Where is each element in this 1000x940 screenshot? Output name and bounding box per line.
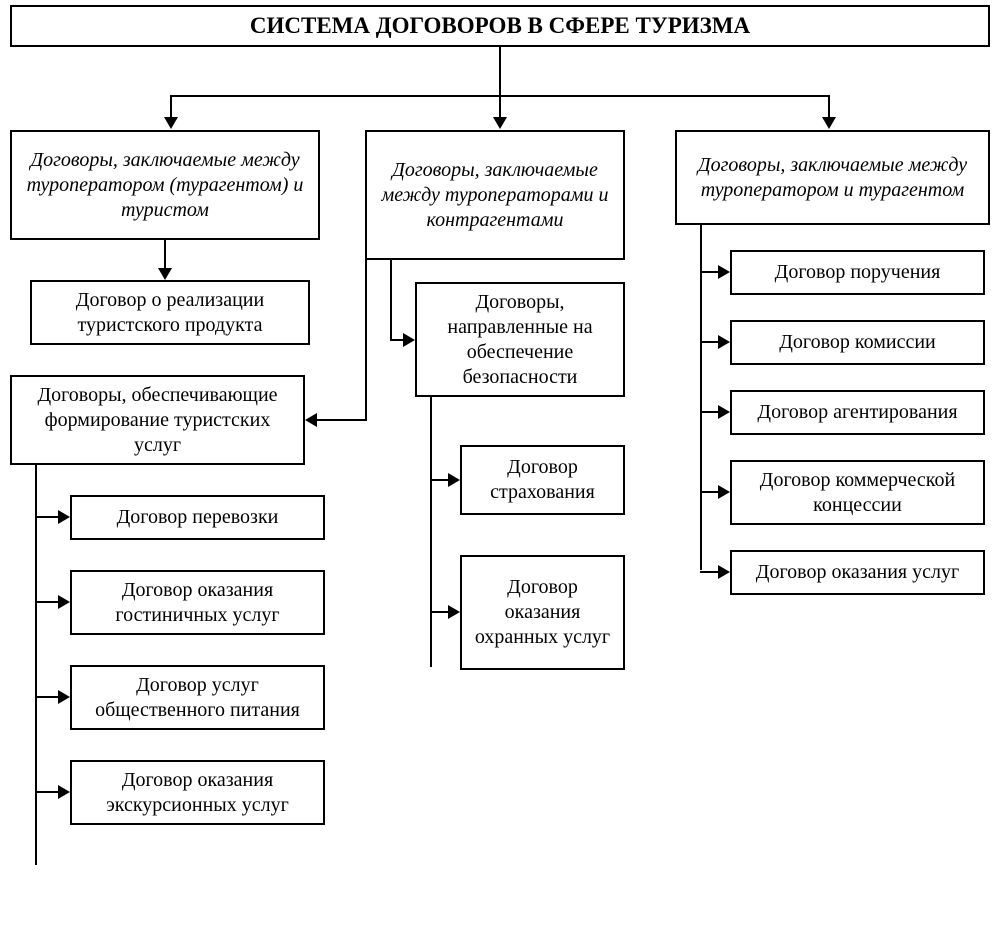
- col1-child1-text: Договор о реализации туристского продукт…: [42, 288, 298, 338]
- connector-vline: [700, 225, 702, 570]
- arrowhead-right: [58, 690, 70, 704]
- connector-hline: [35, 696, 58, 698]
- col2-sub-0: Договор страхования: [472, 455, 613, 505]
- arrowhead-right: [718, 265, 730, 279]
- arrowhead-right: [58, 510, 70, 524]
- col3-item-3: Договор коммерческой концессии: [742, 468, 973, 518]
- col2-sub-item: Договор страхования: [460, 445, 625, 515]
- col1-sub-3: Договор оказания экскурсионных услуг: [82, 768, 313, 818]
- arrowhead-right: [718, 485, 730, 499]
- connector-hline: [700, 411, 718, 413]
- col1-child2-text: Договоры, обеспечивающие формирование ту…: [22, 383, 293, 458]
- col2-child1: Договоры, направленные на обеспечение бе…: [415, 282, 625, 397]
- connector-hline: [317, 419, 367, 421]
- arrowhead-right: [58, 785, 70, 799]
- connector-hline: [700, 341, 718, 343]
- connector-drop: [828, 95, 830, 117]
- arrowhead-right: [718, 335, 730, 349]
- diagram-title: СИСТЕМА ДОГОВОРОВ В СФЕРЕ ТУРИЗМА: [10, 5, 990, 47]
- col1-sub-2: Договор услуг общественного питания: [82, 673, 313, 723]
- col3-item-0: Договор поручения: [775, 260, 941, 285]
- connector-drop: [499, 95, 501, 117]
- col3-item: Договор комиссии: [730, 320, 985, 365]
- col3-item-1: Договор комиссии: [779, 330, 936, 355]
- connector-vline: [430, 397, 432, 667]
- connector-vline: [390, 260, 392, 340]
- arrowhead-down: [493, 117, 507, 129]
- col1-sub-0: Договор перевозки: [117, 505, 279, 530]
- connector-hline: [390, 339, 403, 341]
- arrowhead-right: [403, 333, 415, 347]
- connector-hline: [430, 611, 448, 613]
- connector-vline: [164, 240, 166, 268]
- col3-item: Договор оказания услуг: [730, 550, 985, 595]
- col3-header-text: Договоры, заключаемые между туроператоро…: [687, 153, 978, 203]
- col2-sub-1: Договор оказания охранных услуг: [472, 575, 613, 650]
- col3-item-4: Договор оказания услуг: [756, 560, 959, 585]
- col1-child1: Договор о реализации туристского продукт…: [30, 280, 310, 345]
- title-text: СИСТЕМА ДОГОВОРОВ В СФЕРЕ ТУРИЗМА: [250, 12, 750, 41]
- col3-item: Договор поручения: [730, 250, 985, 295]
- arrowhead-down: [164, 117, 178, 129]
- connector-hline: [35, 516, 58, 518]
- connector-hline: [35, 601, 58, 603]
- col1-header-text: Договоры, заключаемые между туроператоро…: [22, 148, 308, 223]
- connector-hline: [430, 479, 448, 481]
- connector-hline: [700, 491, 718, 493]
- arrowhead-right: [448, 473, 460, 487]
- arrowhead-right: [58, 595, 70, 609]
- arrowhead-right: [718, 405, 730, 419]
- arrowhead-down: [822, 117, 836, 129]
- arrowhead-left: [305, 413, 317, 427]
- col3-item: Договор коммерческой концессии: [730, 460, 985, 525]
- col3-item: Договор агентирования: [730, 390, 985, 435]
- col1-sub-1: Договор оказания гостиничных услуг: [82, 578, 313, 628]
- connector-vline: [365, 260, 367, 421]
- col1-sub-item: Договор услуг общественного питания: [70, 665, 325, 730]
- col3-header: Договоры, заключаемые между туроператоро…: [675, 130, 990, 225]
- col2-sub-item: Договор оказания охранных услуг: [460, 555, 625, 670]
- arrowhead-right: [448, 605, 460, 619]
- connector-vline: [499, 47, 501, 95]
- connector-hline: [700, 271, 718, 273]
- col1-sub-item: Договор перевозки: [70, 495, 325, 540]
- arrowhead-right: [718, 565, 730, 579]
- connector-hline: [700, 571, 718, 573]
- col2-header-text: Договоры, заключаемые между туроператора…: [377, 158, 613, 233]
- col1-sub-item: Договор оказания гостиничных услуг: [70, 570, 325, 635]
- arrowhead-down: [158, 268, 172, 280]
- col1-child2: Договоры, обеспечивающие формирование ту…: [10, 375, 305, 465]
- col3-item-2: Договор агентирования: [757, 400, 957, 425]
- col1-sub-item: Договор оказания экскурсионных услуг: [70, 760, 325, 825]
- connector-hline: [35, 791, 58, 793]
- col1-header: Договоры, заключаемые между туроператоро…: [10, 130, 320, 240]
- connector-drop: [170, 95, 172, 117]
- col2-header: Договоры, заключаемые между туроператора…: [365, 130, 625, 260]
- connector-vline: [35, 465, 37, 865]
- col2-child1-text: Договоры, направленные на обеспечение бе…: [427, 290, 613, 390]
